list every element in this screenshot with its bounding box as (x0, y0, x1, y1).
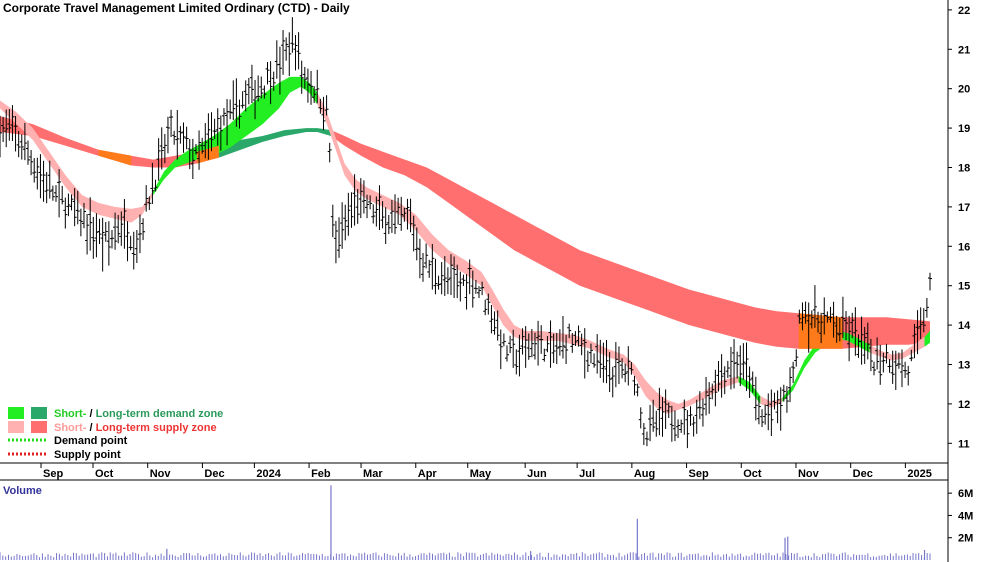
y-tick-label: 13 (958, 359, 970, 371)
y-tick-label: 15 (958, 281, 970, 293)
x-tick-label: 2025 (907, 468, 931, 480)
candles (0, 17, 932, 449)
x-tick-label: Nov (798, 468, 820, 480)
legend-demand-long: Long-term demand zone (96, 408, 224, 420)
x-tick-label: Feb (311, 468, 331, 480)
legend-demand-zone-label: Short- / Long-term demand zone (54, 408, 223, 420)
short-term-demand-zone (924, 331, 930, 347)
y-tick-label: 14 (958, 320, 971, 332)
x-tick-label: Sep (43, 468, 63, 480)
legend-demand-sep: / (86, 408, 95, 420)
legend-supply-long: Long-term supply zone (96, 422, 217, 434)
volume-tick-label: 6M (958, 488, 973, 500)
legend-short-demand-swatch (8, 407, 24, 419)
x-tick-label: Oct (743, 468, 762, 480)
x-tick-label: Jul (579, 468, 595, 480)
x-tick-label: Sep (689, 468, 709, 480)
legend-demand-point-label: Demand point (54, 435, 128, 447)
y-tick-label: 19 (958, 123, 970, 135)
short-term-demand-zone (738, 376, 761, 404)
legend-supply-zone-label: Short- / Long-term supply zone (54, 422, 217, 434)
y-tick-label: 16 (958, 241, 970, 253)
y-tick-label: 21 (958, 44, 970, 56)
legend-demand-short: Short- (54, 408, 87, 420)
x-tick-label: May (470, 468, 492, 480)
legend-supply-short: Short- (54, 422, 87, 434)
x-tick-label: Jun (527, 468, 547, 480)
x-tick-label: Aug (634, 468, 655, 480)
short-term-demand-zone (153, 76, 318, 196)
x-tick-label: Dec (204, 468, 224, 480)
volume-tick-label: 4M (958, 510, 973, 522)
legend-long-supply-swatch (31, 421, 47, 433)
legend: Short- / Long-term demand zone Short- / … (8, 407, 223, 461)
long-term-supply-zone (331, 130, 930, 349)
x-tick-label: 2024 (256, 468, 281, 480)
y-tick-label: 22 (958, 5, 970, 17)
long-term-demand-zone (218, 128, 331, 158)
volume-panel: 2M 4M 6M (0, 485, 973, 560)
x-tick-label: Mar (363, 468, 383, 480)
zone-overlap (98, 149, 132, 166)
axes: 11 12 13 14 15 16 17 18 19 20 21 22 Sep Oct Nov Dec 2024… (0, 0, 971, 562)
x-tick-label: Nov (150, 468, 172, 480)
y-tick-label: 20 (958, 84, 970, 96)
y-tick-label: 17 (958, 202, 970, 214)
legend-short-supply-swatch (8, 421, 24, 433)
volume-title: Volume (3, 485, 42, 497)
x-tick-label: Apr (418, 468, 438, 480)
y-tick-label: 18 (958, 162, 970, 174)
legend-supply-point-label: Supply point (54, 449, 121, 461)
x-tick-label: Oct (95, 468, 114, 480)
volume-tick-label: 2M (958, 533, 973, 545)
chart-title: Corporate Travel Management Limited Ordi… (3, 1, 350, 15)
y-tick-label: 12 (958, 399, 970, 411)
legend-supply-sep: / (86, 422, 95, 434)
y-tick-label: 11 (958, 438, 970, 450)
short-term-supply-zone (0, 100, 154, 223)
legend-long-demand-swatch (31, 407, 47, 419)
zone-overlap (798, 313, 843, 349)
x-tick-label: Dec (853, 468, 873, 480)
